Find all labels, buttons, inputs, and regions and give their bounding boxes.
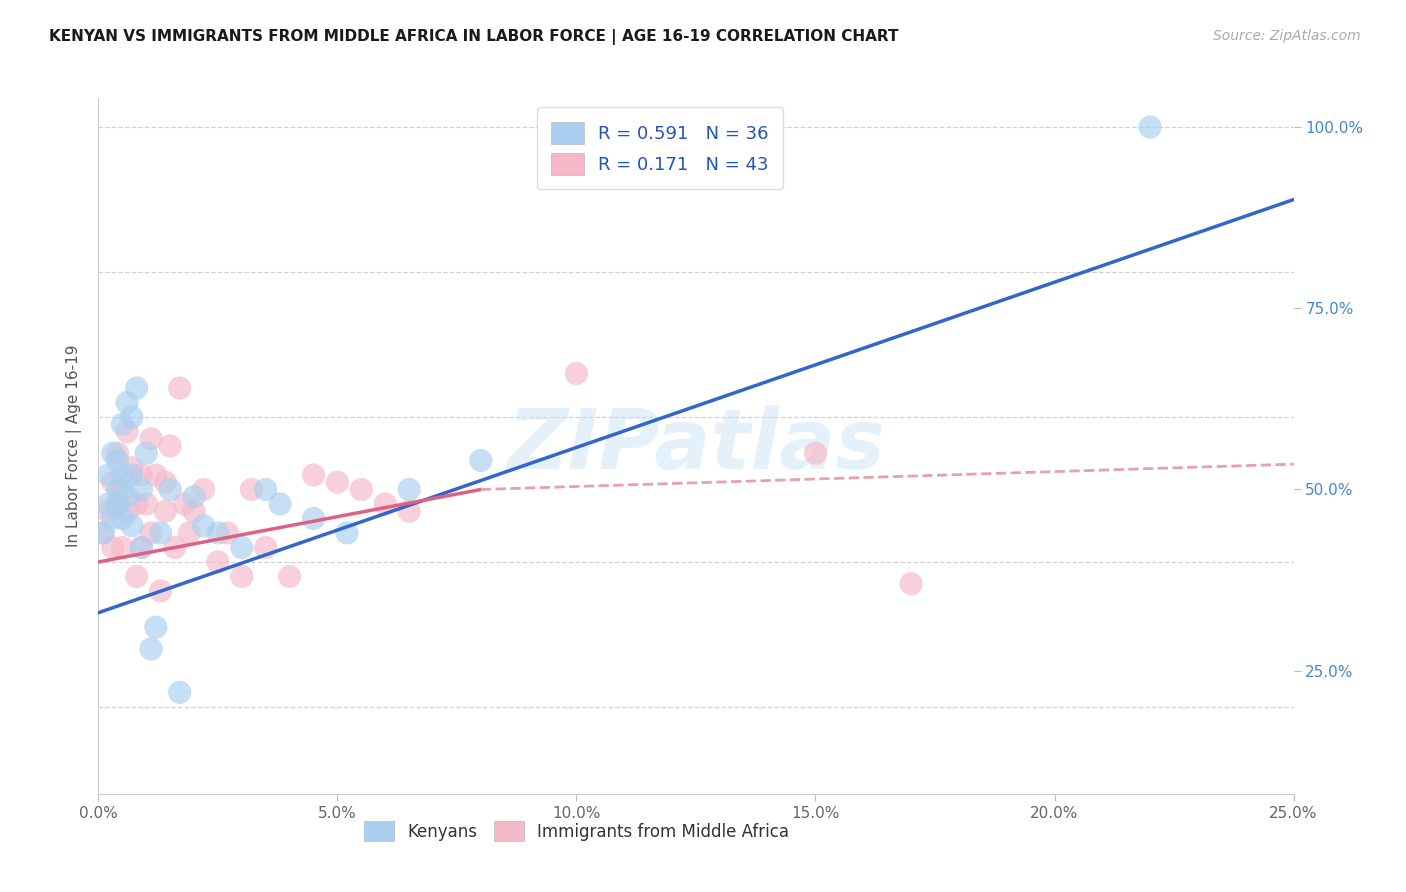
Point — [121, 410, 143, 425]
Point — [149, 584, 172, 599]
Point — [398, 504, 420, 518]
Point — [145, 620, 167, 634]
Point — [111, 417, 134, 432]
Point — [125, 381, 148, 395]
Point — [121, 468, 143, 483]
Point — [139, 526, 162, 541]
Point — [149, 526, 172, 541]
Point — [125, 569, 148, 583]
Point — [374, 497, 396, 511]
Point — [107, 497, 129, 511]
Point — [470, 453, 492, 467]
Point — [111, 541, 134, 555]
Point — [91, 526, 114, 541]
Text: Source: ZipAtlas.com: Source: ZipAtlas.com — [1213, 29, 1361, 43]
Point — [115, 425, 138, 439]
Point — [900, 576, 922, 591]
Point — [193, 483, 215, 497]
Point — [326, 475, 349, 490]
Point — [111, 483, 134, 497]
Point — [183, 490, 205, 504]
Point — [121, 518, 143, 533]
Text: ZIPatlas: ZIPatlas — [508, 406, 884, 486]
Point — [254, 483, 277, 497]
Point — [173, 497, 195, 511]
Point — [155, 504, 177, 518]
Point — [107, 497, 129, 511]
Point — [91, 526, 114, 541]
Point — [139, 432, 162, 446]
Y-axis label: In Labor Force | Age 16-19: In Labor Force | Age 16-19 — [66, 344, 82, 548]
Point — [101, 475, 124, 490]
Point — [254, 541, 277, 555]
Point — [121, 460, 143, 475]
Point — [169, 381, 191, 395]
Point — [101, 446, 124, 460]
Point — [101, 541, 124, 555]
Point — [336, 526, 359, 541]
Point — [398, 483, 420, 497]
Point — [183, 504, 205, 518]
Point — [207, 555, 229, 569]
Point — [231, 569, 253, 583]
Point — [135, 497, 157, 511]
Point — [131, 483, 153, 497]
Point — [101, 511, 124, 525]
Point — [115, 490, 138, 504]
Point — [231, 541, 253, 555]
Point — [131, 468, 153, 483]
Point — [240, 483, 263, 497]
Point — [97, 504, 120, 518]
Point — [193, 518, 215, 533]
Point — [302, 468, 325, 483]
Point — [139, 642, 162, 657]
Point — [269, 497, 291, 511]
Point — [565, 367, 588, 381]
Point — [97, 468, 120, 483]
Point — [350, 483, 373, 497]
Point — [1139, 120, 1161, 135]
Point — [804, 446, 827, 460]
Point — [131, 541, 153, 555]
Point — [155, 475, 177, 490]
Point — [145, 468, 167, 483]
Point — [159, 439, 181, 453]
Point — [207, 526, 229, 541]
Point — [278, 569, 301, 583]
Point — [111, 468, 134, 483]
Text: KENYAN VS IMMIGRANTS FROM MIDDLE AFRICA IN LABOR FORCE | AGE 16-19 CORRELATION C: KENYAN VS IMMIGRANTS FROM MIDDLE AFRICA … — [49, 29, 898, 45]
Point — [131, 541, 153, 555]
Point — [159, 483, 181, 497]
Point — [169, 685, 191, 699]
Point — [107, 446, 129, 460]
Point — [111, 511, 134, 525]
Point — [135, 446, 157, 460]
Point — [107, 483, 129, 497]
Point — [179, 526, 201, 541]
Point — [217, 526, 239, 541]
Point — [115, 395, 138, 409]
Point — [115, 504, 138, 518]
Point — [107, 453, 129, 467]
Legend: Kenyans, Immigrants from Middle Africa: Kenyans, Immigrants from Middle Africa — [357, 814, 796, 848]
Point — [125, 497, 148, 511]
Point — [163, 541, 186, 555]
Point — [97, 497, 120, 511]
Point — [302, 511, 325, 525]
